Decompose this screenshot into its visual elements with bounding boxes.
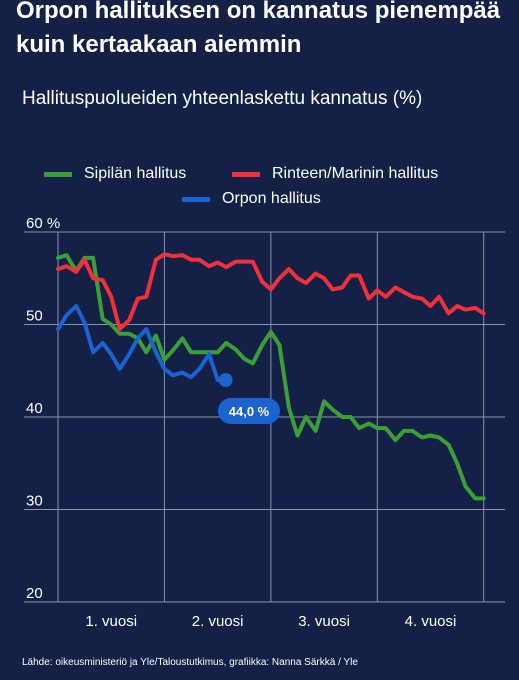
x-tick-label-4: 4. vuosi <box>405 613 457 630</box>
y-tick-label-50: 50 <box>26 308 43 325</box>
y-tick-label-40: 40 <box>26 400 43 417</box>
x-tick-label-1: 1. vuosi <box>85 613 137 630</box>
series-line-3 <box>56 304 220 382</box>
chart-subtitle: Hallituspuolueiden yhteenlaskettu kannat… <box>22 88 423 109</box>
orpo-value-label: 44,0 % <box>229 404 270 419</box>
legend-label-sipila: Sipilän hallitus <box>84 165 187 182</box>
y-tick-label-60: 60 % <box>26 215 60 232</box>
legend-item-marin: Rinteen/Marinin hallitus <box>232 164 438 184</box>
legend-item-sipila: Sipilän hallitus <box>44 164 186 184</box>
legend-swatch-sipila <box>44 171 72 177</box>
y-tick-label-20: 20 <box>26 585 43 602</box>
legend-label-orpo: Orpon hallitus <box>222 190 321 207</box>
orpo-end-marker <box>218 373 233 387</box>
legend-swatch-marin <box>232 171 260 177</box>
source-note: Lähde: oikeusministeriö ja Yle/Taloustut… <box>22 657 358 668</box>
legend-item-orpo: Orpon hallitus <box>182 189 321 209</box>
chart-title: Orpon hallituksen on kannatus pienempää … <box>16 0 501 58</box>
orpo-value-badge <box>218 398 280 424</box>
legend-label-marin: Rinteen/Marinin hallitus <box>272 165 439 182</box>
series-line-1 <box>56 253 486 501</box>
x-tick-label-2: 2. vuosi <box>192 613 244 630</box>
legend-swatch-orpo <box>182 196 210 202</box>
series-line-2 <box>56 252 486 332</box>
line-chart: 20 30 40 50 60 % 1. vuosi 2. vuosi 3. vuosi 4. v… <box>24 215 505 630</box>
y-tick-label-30: 30 <box>26 493 43 510</box>
x-tick-label-3: 3. vuosi <box>298 613 350 630</box>
